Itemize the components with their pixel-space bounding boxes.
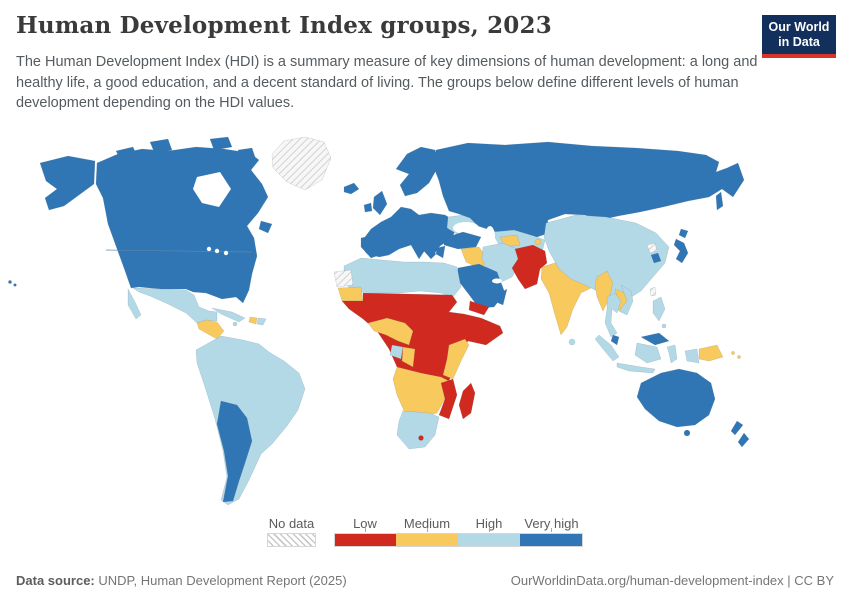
region-tasmania[interactable]	[683, 429, 691, 437]
region-chile-argentina[interactable]	[216, 400, 253, 503]
region-south-korea[interactable]	[650, 252, 662, 264]
region-malaysia[interactable]	[610, 332, 670, 346]
legend-swatch-medium[interactable]	[396, 533, 458, 547]
region-cuba[interactable]	[211, 307, 246, 323]
legend-label-no-data: No data	[268, 516, 315, 531]
chart-footer: Data source: UNDP, Human Development Rep…	[16, 573, 834, 588]
hudson-bay	[193, 172, 231, 207]
persian-gulf	[492, 278, 502, 284]
region-scandinavia[interactable]	[395, 146, 439, 197]
legend-label-high: High	[475, 516, 503, 531]
region-north-africa[interactable]	[343, 257, 462, 298]
region-japan[interactable]	[673, 228, 689, 264]
region-tajikistan[interactable]	[534, 238, 542, 246]
region-australia[interactable]	[636, 368, 716, 428]
great-lake	[206, 246, 212, 252]
region-jamaica[interactable]	[232, 321, 238, 327]
page-title: Human Development Index groups, 2023	[16, 12, 552, 39]
region-oman[interactable]	[495, 288, 508, 306]
owid-logo-line1: Our World	[768, 20, 830, 34]
great-lake	[223, 250, 229, 256]
map-legend: No data Low Medium High Very high	[0, 516, 850, 552]
region-alaska[interactable]	[39, 155, 96, 211]
owid-logo[interactable]: Our World in Data	[762, 15, 836, 58]
legend-label-medium: Medium	[403, 516, 451, 531]
region-uk[interactable]	[372, 190, 388, 216]
legend-swatch-very-high[interactable]	[520, 533, 583, 547]
region-greenland[interactable]	[271, 136, 332, 191]
legend-tick	[551, 528, 552, 532]
region-italy[interactable]	[416, 235, 437, 260]
region-north-korea[interactable]	[646, 242, 658, 254]
region-vietnam[interactable]	[618, 284, 634, 316]
region-south-america[interactable]	[195, 335, 306, 506]
region-southern-africa-band[interactable]	[392, 366, 450, 418]
region-arctic-islands[interactable]	[115, 136, 256, 163]
region-west-africa-coast[interactable]	[367, 317, 414, 346]
region-iceland[interactable]	[343, 182, 360, 195]
region-sri-lanka[interactable]	[568, 338, 576, 346]
region-greece[interactable]	[435, 245, 446, 259]
region-russia-kazakhstan[interactable]	[432, 141, 745, 240]
region-indonesia[interactable]	[594, 334, 700, 374]
region-canada-usa[interactable]	[95, 146, 269, 304]
owid-url-license[interactable]: OurWorldinData.org/human-development-ind…	[510, 573, 834, 588]
world-choropleth-map[interactable]	[0, 110, 850, 512]
region-china-mongolia[interactable]	[543, 214, 670, 304]
region-madagascar[interactable]	[458, 382, 476, 420]
region-papua-new-guinea[interactable]	[698, 344, 724, 362]
caspian-sea	[485, 226, 495, 248]
region-yemen[interactable]	[468, 300, 490, 316]
legend-tick	[489, 528, 490, 532]
great-lake	[214, 248, 220, 254]
region-ireland[interactable]	[363, 202, 373, 213]
region-iberia[interactable]	[360, 232, 389, 259]
region-lesotho[interactable]	[418, 435, 424, 441]
region-myanmar[interactable]	[594, 270, 614, 312]
black-sea	[453, 222, 479, 234]
legend-label-very-high: Very high	[524, 516, 579, 531]
data-source-text: UNDP, Human Development Report (2025)	[94, 573, 347, 588]
legend-swatch-no-data[interactable]	[267, 533, 316, 547]
data-source-prefix: Data source:	[16, 573, 95, 588]
legend-label-low: Low	[353, 516, 377, 531]
region-saudi-arabia[interactable]	[456, 263, 506, 309]
region-philippines[interactable]	[652, 296, 666, 322]
region-new-zealand[interactable]	[730, 420, 750, 448]
region-mozambique[interactable]	[438, 378, 458, 420]
chart-subtitle: The Human Development Index (HDI) is a s…	[16, 54, 758, 112]
region-solomon-islands[interactable]	[731, 351, 735, 355]
region-afghanistan-pakistan[interactable]	[511, 244, 548, 290]
region-sahel-central-east-africa[interactable]	[341, 292, 504, 396]
legend-swatch-low[interactable]	[334, 533, 396, 547]
region-solomon-islands[interactable]	[737, 355, 741, 359]
legend-swatch-high[interactable]	[458, 533, 520, 547]
region-western-sahara[interactable]	[333, 269, 354, 288]
region-botswana-south-africa[interactable]	[396, 410, 440, 450]
region-kenya-tanzania[interactable]	[442, 338, 470, 380]
region-hawaii[interactable]	[13, 283, 17, 287]
region-gabon[interactable]	[389, 344, 404, 360]
region-hawaii[interactable]	[8, 280, 12, 284]
data-source-note: Data source: UNDP, Human Development Rep…	[16, 573, 347, 588]
region-thailand[interactable]	[604, 292, 622, 338]
region-dominican-republic[interactable]	[256, 317, 267, 326]
region-mexico-baja[interactable]	[127, 288, 142, 320]
legend-tick	[365, 528, 366, 532]
legend-tick	[427, 528, 428, 532]
owid-logo-line2: in Data	[778, 35, 820, 49]
region-central-america[interactable]	[196, 319, 225, 340]
region-sakhalin[interactable]	[715, 191, 724, 211]
region-haiti[interactable]	[248, 316, 258, 325]
region-mexico[interactable]	[132, 287, 218, 324]
region-turkey[interactable]	[443, 231, 482, 250]
region-mauritania[interactable]	[337, 286, 364, 302]
region-newfoundland[interactable]	[258, 220, 273, 234]
region-congo[interactable]	[401, 346, 416, 368]
region-philippines[interactable]	[661, 323, 667, 329]
region-taiwan[interactable]	[649, 286, 657, 297]
